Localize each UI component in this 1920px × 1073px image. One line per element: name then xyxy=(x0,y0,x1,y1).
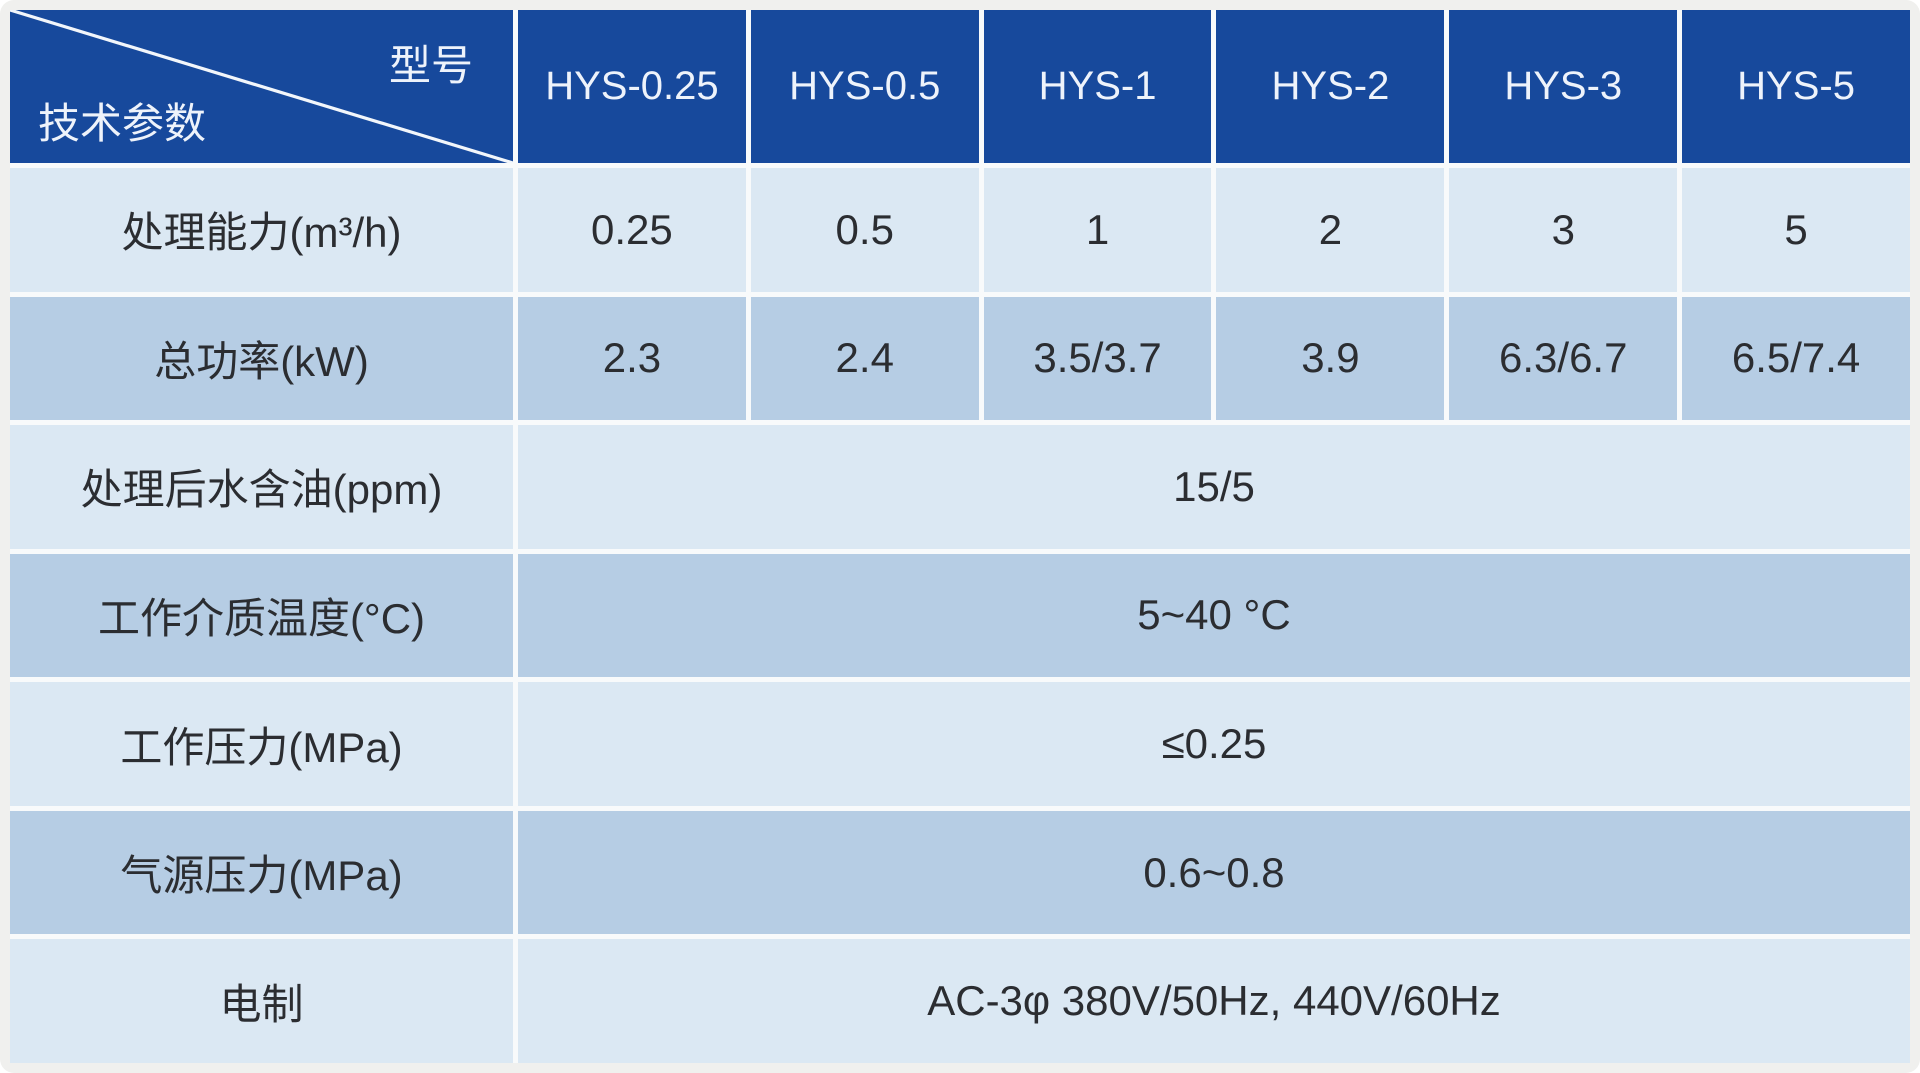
merged-value-cell: 0.6~0.8 xyxy=(518,810,1910,935)
value-cell: 5 xyxy=(1682,168,1910,292)
row-label: 总功率(kW) xyxy=(10,296,513,421)
row-label: 工作介质温度(°C) xyxy=(10,553,513,678)
merged-value-cell: 15/5 xyxy=(518,425,1910,549)
value-cell: 3 xyxy=(1449,168,1678,292)
row-label: 处理能力(m³/h) xyxy=(10,168,513,292)
value-cell: 2.4 xyxy=(750,296,979,421)
column-header: HYS-1 xyxy=(983,10,1212,163)
diagonal-divider-line xyxy=(10,10,513,163)
value-cell: 0.25 xyxy=(518,168,746,292)
corner-header-cell: 型号 技术参数 xyxy=(10,10,513,163)
row-label: 工作压力(MPa) xyxy=(10,682,513,806)
column-header: HYS-2 xyxy=(1216,10,1445,163)
merged-value-cell: AC-3φ 380V/50Hz, 440V/60Hz xyxy=(518,939,1910,1063)
value-cell: 1 xyxy=(983,168,1212,292)
corner-label-model: 型号 xyxy=(388,42,473,89)
row-label: 电制 xyxy=(10,939,513,1063)
column-header: HYS-0.25 xyxy=(518,10,746,163)
merged-value-cell: ≤0.25 xyxy=(518,682,1910,806)
value-cell: 6.5/7.4 xyxy=(1682,296,1910,421)
spec-table-grid: 型号 技术参数 HYS-0.25 HYS-0.5 HYS-1 HYS-2 HYS… xyxy=(10,10,1910,1063)
value-cell: 3.9 xyxy=(1216,296,1445,421)
value-cell: 6.3/6.7 xyxy=(1449,296,1678,421)
row-label: 气源压力(MPa) xyxy=(10,810,513,935)
merged-value-cell: 5~40 °C xyxy=(518,553,1910,678)
value-cell: 3.5/3.7 xyxy=(983,296,1212,421)
row-label: 处理后水含油(ppm) xyxy=(10,425,513,549)
value-cell: 2 xyxy=(1216,168,1445,292)
corner-label-tech-params: 技术参数 xyxy=(38,100,207,147)
value-cell: 0.5 xyxy=(750,168,979,292)
column-header: HYS-0.5 xyxy=(750,10,979,163)
column-header: HYS-5 xyxy=(1682,10,1910,163)
column-header: HYS-3 xyxy=(1449,10,1678,163)
value-cell: 2.3 xyxy=(518,296,746,421)
